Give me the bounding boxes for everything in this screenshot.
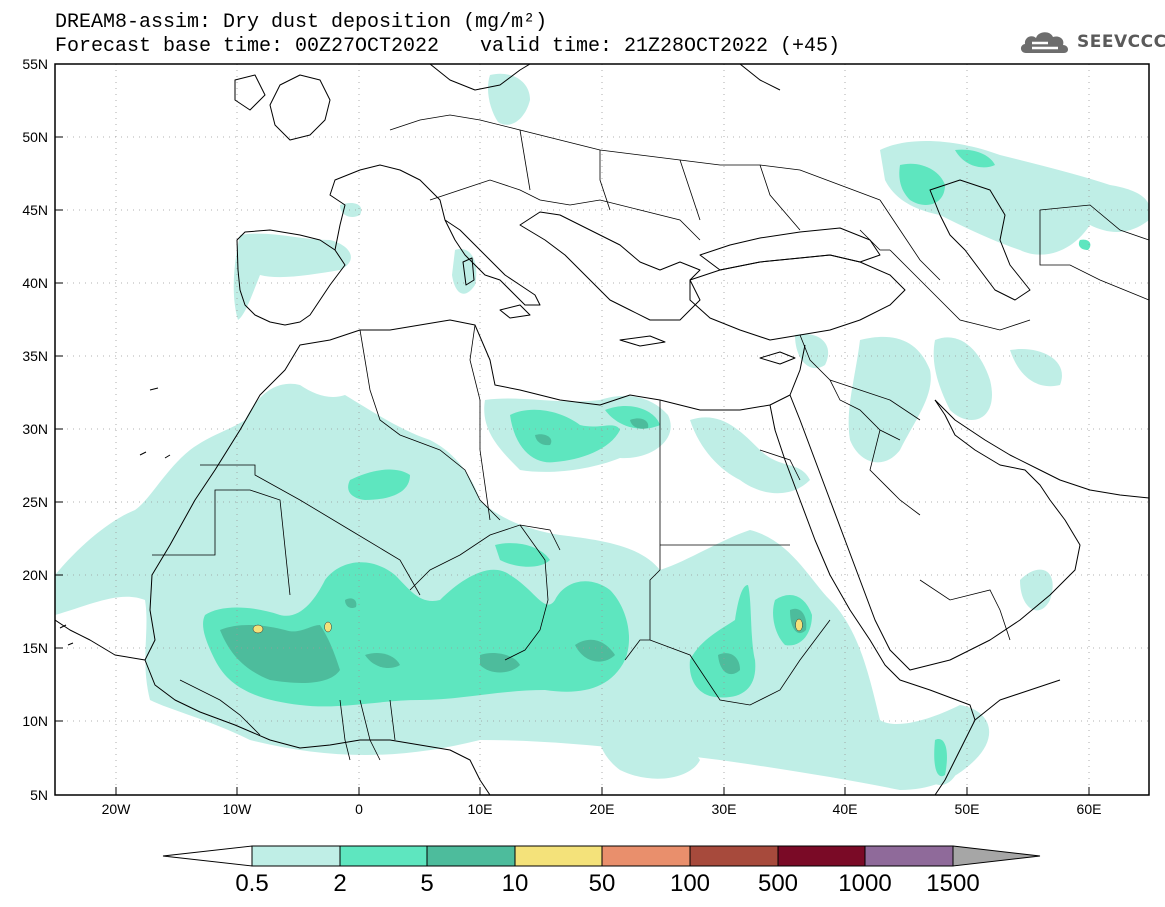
colorbar-label: 50	[588, 870, 616, 897]
deposition-field	[55, 64, 1149, 795]
logo-text: SEEVCCC	[1077, 32, 1165, 52]
lon-label: 10W	[223, 801, 253, 817]
seevccc-logo: SEEVCCC	[1018, 27, 1165, 57]
deposition-high	[252, 618, 803, 634]
lon-label: 60E	[1077, 801, 1102, 817]
colorbar-label: 100	[669, 870, 711, 897]
colorbar-swatch	[864, 845, 954, 867]
colorbar	[162, 845, 1041, 867]
lat-label: 50N	[22, 129, 48, 145]
colorbar-label: 10	[501, 870, 529, 897]
colorbar-label: 5	[420, 870, 434, 897]
colorbar-label: 0.5	[235, 870, 269, 897]
colorbar-under-arrow	[162, 845, 253, 867]
axis-ticks	[55, 63, 1090, 795]
lon-label: 20E	[590, 801, 615, 817]
lat-label: 25N	[22, 494, 48, 510]
lat-label: 20N	[22, 567, 48, 583]
graticule	[55, 64, 1149, 795]
lat-label: 5N	[30, 787, 48, 803]
valid-time: valid time: 21Z28OCT2022 (+45)	[480, 35, 841, 58]
colorbar-swatch	[777, 845, 866, 867]
lat-label: 45N	[22, 202, 48, 218]
lat-label: 35N	[22, 348, 48, 364]
lon-label: 10E	[468, 801, 493, 817]
longitude-labels: 20W 10W 0 10E 20E 30E 40E 50E 60E	[102, 801, 1102, 817]
colorbar-label: 2	[333, 870, 347, 897]
lat-label: 55N	[22, 56, 48, 72]
colorbar-swatch	[251, 845, 341, 867]
forecast-base-time: Forecast base time: 00Z27OCT2022	[55, 35, 440, 58]
colorbar-swatch	[601, 845, 691, 867]
colorbar-label: 500	[757, 870, 799, 897]
lon-label: 0	[355, 801, 363, 817]
deposition-dark	[220, 418, 807, 683]
lat-label: 15N	[22, 640, 48, 656]
lon-label: 30E	[712, 801, 737, 817]
coastlines	[55, 64, 1149, 795]
colorbar-over-arrow	[952, 845, 1041, 867]
cloud-icon	[1020, 32, 1069, 53]
map-title: DREAM8-assim: Dry dust deposition (mg/m²…	[55, 11, 548, 34]
lon-label: 20W	[102, 801, 132, 817]
latitude-labels: 55N 50N 45N 40N 35N 30N 25N 20N 15N 10N …	[22, 56, 48, 803]
colorbar-swatch	[339, 845, 428, 867]
colorbar-swatch	[689, 845, 779, 867]
lon-label: 50E	[955, 801, 980, 817]
colorbar-label: 1000	[838, 870, 892, 897]
colorbar-swatch	[426, 845, 516, 867]
country-borders	[152, 114, 1149, 761]
colorbar-swatch	[514, 845, 603, 867]
lat-label: 40N	[22, 275, 48, 291]
lat-label: 30N	[22, 421, 48, 437]
colorbar-label: 1500	[926, 870, 980, 897]
lat-label: 10N	[22, 713, 48, 729]
lon-label: 40E	[833, 801, 858, 817]
